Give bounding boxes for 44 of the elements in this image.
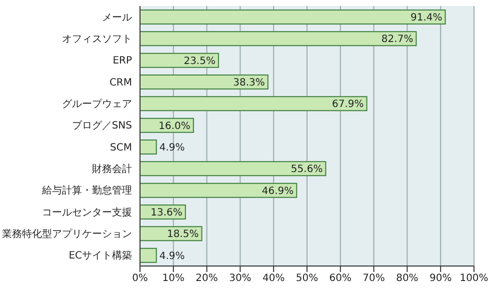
data-label: 67.9%: [332, 99, 364, 110]
x-tick-label: 50%: [296, 273, 318, 284]
y-tick-label: オフィスソフト: [62, 34, 132, 46]
bar: [140, 74, 268, 90]
data-label: 18.5%: [167, 229, 199, 240]
y-tick-label: 給与計算・勤怠管理: [41, 184, 132, 197]
y-tick-label: SCM: [110, 142, 132, 154]
x-tick-label: 80%: [396, 273, 418, 284]
y-tick-label: コールセンター支援: [42, 206, 132, 218]
x-tick-label: 100%: [460, 273, 488, 284]
bar: [140, 96, 368, 112]
data-label: 91.4%: [410, 12, 442, 24]
data-label: 82.7%: [381, 34, 414, 46]
x-tick-label: 70%: [362, 273, 385, 284]
data-label: 38.3%: [233, 78, 265, 88]
y-tick-label: CRM: [109, 77, 132, 88]
bar: [140, 140, 157, 154]
x-tick-label: 60%: [329, 273, 352, 284]
bar: [140, 10, 446, 24]
data-label: 23.5%: [184, 56, 216, 67]
y-tick-label: ERP: [112, 56, 132, 67]
y-tick-label: 業務特化型アプリケーション: [2, 228, 132, 240]
x-tick-label: 0%: [132, 273, 148, 284]
data-label: 4.9%: [159, 142, 185, 154]
data-label: 16.0%: [158, 120, 190, 132]
x-tick-label: 40%: [262, 273, 285, 284]
bar: [140, 248, 157, 263]
x-tick-label: 30%: [229, 273, 252, 284]
bar: [140, 161, 326, 176]
bar: [140, 31, 417, 46]
x-tick-label: 20%: [196, 273, 218, 284]
bar: [140, 52, 219, 68]
y-tick-label: グループウェア: [62, 98, 132, 110]
y-tick-label: ECサイト構築: [68, 250, 132, 262]
data-label: 13.6%: [150, 208, 182, 218]
data-label: 55.6%: [290, 164, 323, 176]
y-tick-label: 財務会計: [92, 163, 132, 176]
bar: [140, 182, 298, 198]
data-label: 46.9%: [262, 186, 294, 197]
x-tick-label: 90%: [429, 273, 452, 284]
data-label: 4.9%: [159, 250, 185, 262]
x-tick-label: 10%: [162, 273, 185, 284]
y-tick-label: ブログ／SNS: [72, 120, 132, 132]
y-tick-label: メール: [102, 12, 132, 24]
